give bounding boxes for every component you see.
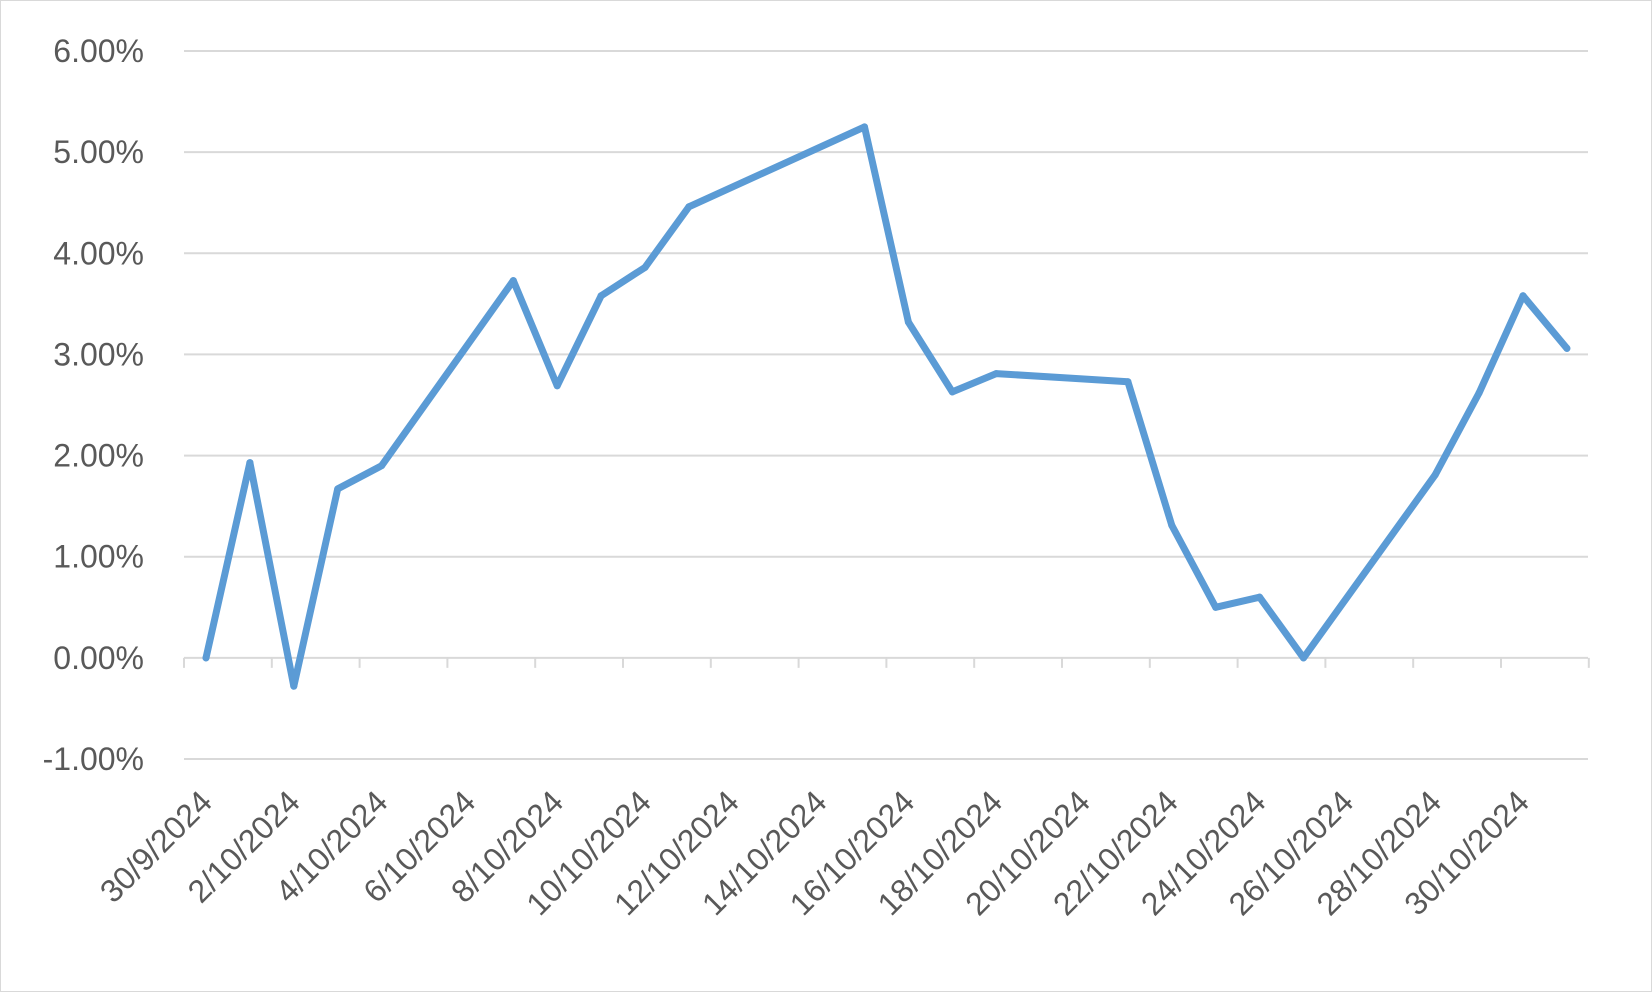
y-tick-label: 6.00%: [53, 33, 144, 69]
data-point: [202, 654, 210, 662]
y-tick-label: 1.00%: [53, 539, 144, 575]
data-point: [1300, 654, 1307, 662]
y-tick-label: -1.00%: [43, 741, 144, 777]
data-point: [992, 370, 1000, 378]
data-point: [1124, 378, 1132, 386]
data-point: [509, 277, 517, 285]
data-point: [1431, 471, 1439, 479]
y-tick-label: 2.00%: [53, 438, 144, 474]
data-point: [1563, 344, 1571, 352]
data-point: [246, 459, 254, 467]
y-tick-label: 0.00%: [53, 640, 144, 676]
data-point: [685, 203, 693, 211]
data-point: [1519, 292, 1527, 300]
data-point: [378, 462, 386, 470]
y-tick-label: 3.00%: [53, 336, 144, 372]
data-point: [948, 388, 956, 396]
data-point: [641, 263, 649, 271]
series-line: [202, 123, 1571, 690]
x-axis: [183, 656, 1590, 668]
data-point: [904, 318, 912, 326]
y-tick-label: 5.00%: [53, 134, 144, 170]
data-point: [1168, 521, 1176, 529]
data-point: [1256, 593, 1264, 601]
y-axis-tick-labels: -1.00% 0.00% 1.00% 2.00% 3.00% 4.00% 5.00% 6.00…: [43, 33, 144, 777]
data-point: [597, 292, 605, 300]
data-point: [1212, 603, 1220, 611]
data-point: [290, 682, 298, 690]
y-tick-label: 4.00%: [53, 235, 144, 271]
data-point: [861, 123, 868, 131]
gridlines: [184, 50, 1588, 760]
data-point: [553, 382, 561, 390]
series-layer: [202, 123, 1571, 690]
data-point: [1475, 389, 1483, 397]
x-axis-tick-labels: 30/9/20242/10/20244/10/20246/10/20248/10…: [93, 783, 1536, 922]
data-point: [334, 485, 342, 493]
